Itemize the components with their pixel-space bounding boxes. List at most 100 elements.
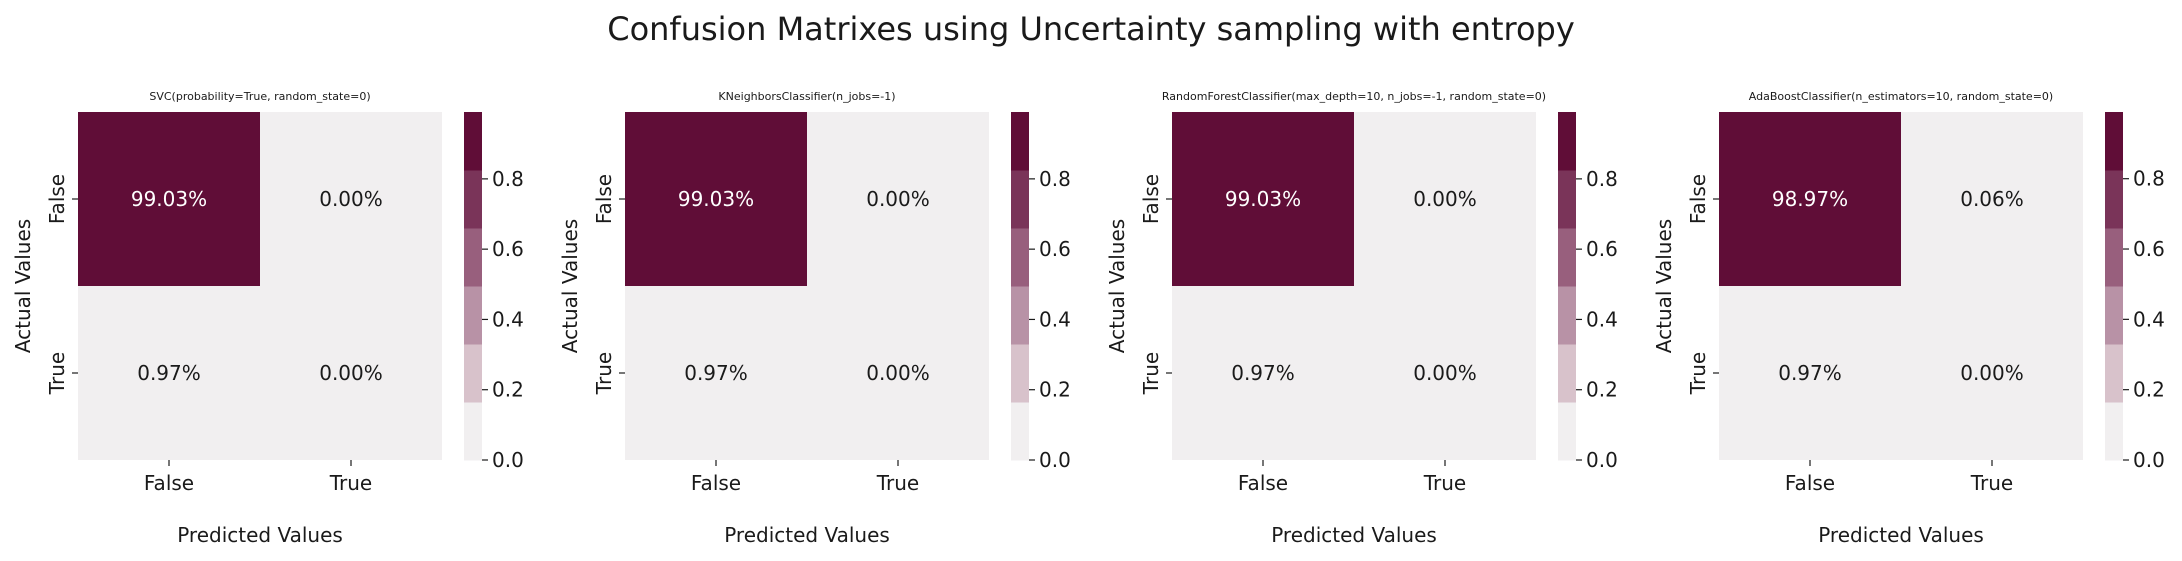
colorbar-tick-label: 0.8 [2133,167,2165,191]
heatmap-panel-4: AdaBoostClassifier(n_estimators=10, rand… [1652,90,2165,547]
cell-value-label: 0.00% [1960,361,2024,385]
colorbar-band [1011,402,1029,461]
x-tick-label: True [876,471,919,495]
colorbar-tick-label: 0.4 [492,307,524,331]
panel-title: SVC(probability=True, random_state=0) [149,90,370,103]
colorbar-tick-label: 0.2 [2133,378,2165,402]
cell-value-label: 0.06% [1960,187,2024,211]
x-axis-label: Predicted Values [177,523,343,547]
x-axis-label: Predicted Values [724,523,890,547]
panels: SVC(probability=True, random_state=0) 99.… [11,90,2165,547]
heatmap-cell [1172,286,1354,460]
colorbar-tick-label: 0.4 [2133,307,2165,331]
colorbar-band [2105,112,2123,171]
colorbar-band [464,228,482,287]
cell-value-label: 99.03% [1225,187,1301,211]
colorbar-tick-label: 0.0 [1039,448,1071,472]
colorbar-band [464,286,482,345]
cell-value-label: 0.97% [1778,361,1842,385]
heatmap-cell [1354,286,1536,460]
colorbar-band [2105,170,2123,229]
y-tick-label: False [1139,174,1163,224]
heatmap-panel-2: KNeighborsClassifier(n_jobs=-1) 99.03% 0.0… [558,90,1071,547]
colorbar-band [1011,170,1029,229]
colorbar-band [1558,402,1576,461]
y-tick-label: True [1139,352,1163,395]
y-axis-label: Actual Values [11,219,35,353]
colorbar-tick-label: 0.8 [1039,167,1071,191]
heatmap-cell [807,286,989,460]
x-tick-label: True [1970,471,2013,495]
heatmap-panel-1: SVC(probability=True, random_state=0) 99.… [11,90,524,547]
colorbar-tick-label: 0.4 [1039,307,1071,331]
colorbar-band [1558,170,1576,229]
cell-value-label: 0.00% [319,361,383,385]
x-axis-label: Predicted Values [1271,523,1437,547]
colorbar-tick-label: 0.2 [1039,378,1071,402]
y-axis-label: Actual Values [1652,219,1676,353]
colorbar-tick-label: 0.0 [492,448,524,472]
colorbar-tick-label: 0.0 [2133,448,2165,472]
heatmap-cell [260,112,442,286]
heatmap-panel-3: RandomForestClassifier(max_depth=10, n_j… [1105,90,1618,547]
x-tick-label: True [329,471,372,495]
colorbar-tick-label: 0.0 [1586,448,1618,472]
heatmap-cell [1172,112,1354,286]
cell-value-label: 0.00% [866,361,930,385]
heatmap-cell [78,112,260,286]
y-tick-label: False [592,174,616,224]
cell-value-label: 0.00% [319,187,383,211]
colorbar-band [1558,344,1576,403]
colorbar-band [2105,402,2123,461]
x-tick-label: False [144,471,194,495]
x-tick-label: False [691,471,741,495]
cell-value-label: 0.97% [1231,361,1295,385]
cell-value-label: 0.00% [1413,187,1477,211]
panel-title: AdaBoostClassifier(n_estimators=10, rand… [1749,90,2053,103]
panel-title: KNeighborsClassifier(n_jobs=-1) [718,90,895,103]
colorbar-tick-label: 0.2 [1586,378,1618,402]
colorbar-band [464,402,482,461]
x-axis-label: Predicted Values [1818,523,1984,547]
heatmap-cell [625,112,807,286]
colorbar-tick-label: 0.6 [1586,237,1618,261]
colorbar-tick-label: 0.4 [1586,307,1618,331]
y-tick-label: True [45,352,69,395]
colorbar-band [1011,112,1029,171]
colorbar-band [1558,286,1576,345]
x-tick-label: False [1785,471,1835,495]
y-tick-label: False [45,174,69,224]
figure-title: Confusion Matrixes using Uncertainty sam… [607,10,1575,48]
cell-value-label: 0.97% [137,361,201,385]
heatmap-cell [1719,112,1901,286]
colorbar-band [1558,112,1576,171]
colorbar-band [2105,228,2123,287]
heatmap-cell [1719,286,1901,460]
y-axis-label: Actual Values [1105,219,1129,353]
x-tick-label: True [1423,471,1466,495]
y-tick-label: True [592,352,616,395]
cell-value-label: 99.03% [678,187,754,211]
colorbar-band [1011,344,1029,403]
y-axis-label: Actual Values [558,219,582,353]
cell-value-label: 99.03% [131,187,207,211]
colorbar-tick-label: 0.6 [2133,237,2165,261]
heatmap-cell [625,286,807,460]
colorbar-band [1558,228,1576,287]
cell-value-label: 0.00% [1413,361,1477,385]
heatmap-cell [260,286,442,460]
colorbar-band [2105,286,2123,345]
cell-value-label: 98.97% [1772,187,1848,211]
colorbar-tick-label: 0.8 [492,167,524,191]
heatmap-cell [1901,286,2083,460]
heatmap-cell [78,286,260,460]
x-tick-label: False [1238,471,1288,495]
colorbar-tick-label: 0.2 [492,378,524,402]
colorbar-band [464,344,482,403]
y-tick-label: True [1686,352,1710,395]
cell-value-label: 0.97% [684,361,748,385]
heatmap-cell [1354,112,1536,286]
colorbar-band [2105,344,2123,403]
cell-value-label: 0.00% [866,187,930,211]
